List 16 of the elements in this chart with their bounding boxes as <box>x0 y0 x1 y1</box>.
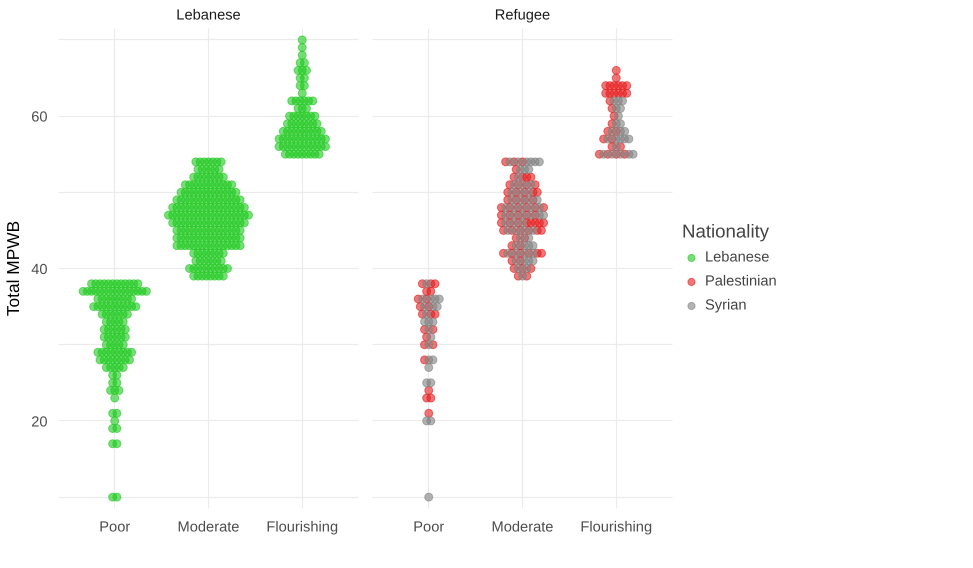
legend-label: Palestinian <box>705 274 777 290</box>
x-tick-label: Moderate <box>178 520 240 536</box>
legend-label: Syrian <box>705 298 747 314</box>
x-tick-label: Flourishing <box>580 520 652 536</box>
y-tick-label: 40 <box>31 262 48 278</box>
chart-title: Lebanese <box>176 8 241 24</box>
y-axis-title: Total MPWB <box>3 220 24 316</box>
chart-title: Refugee <box>494 8 550 24</box>
y-tick-label: 60 <box>31 110 48 126</box>
legend-label: Lebanese <box>705 250 770 266</box>
x-tick-label: Poor <box>413 520 444 536</box>
x-tick-label: Poor <box>99 520 130 536</box>
x-tick-label: Moderate <box>492 520 554 536</box>
y-tick-label: 20 <box>31 414 48 430</box>
x-tick-label: Flourishing <box>266 520 338 536</box>
legend-title: Nationality <box>682 220 770 242</box>
